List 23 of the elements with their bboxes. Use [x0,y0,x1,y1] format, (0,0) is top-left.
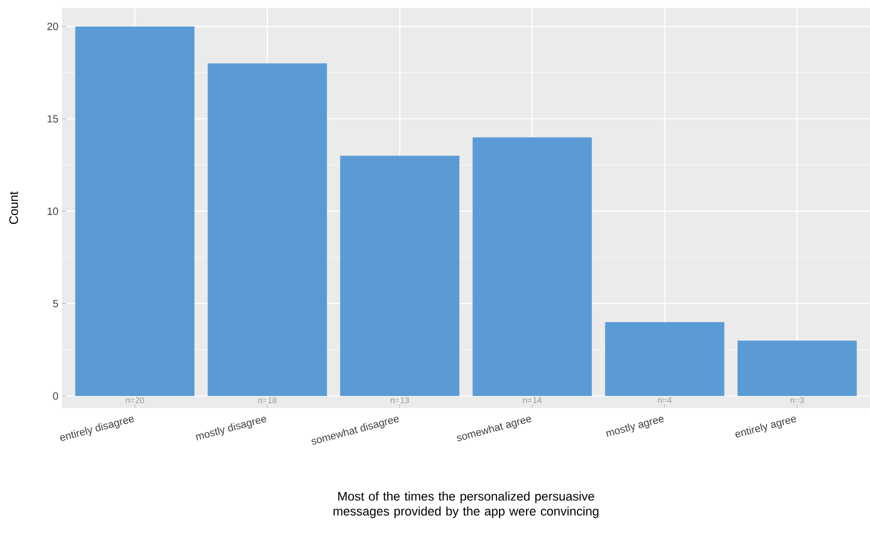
data-label: n=3 [790,397,804,404]
x-tick-label: entirely disagree [60,416,134,441]
bar [605,322,724,396]
y-tick-label: 0 [53,392,58,400]
y-tick-label: 15 [48,115,58,123]
data-label: n=4 [658,397,672,404]
y-tick-label: 5 [53,300,58,308]
bar [738,340,857,396]
data-label: n=13 [390,397,409,404]
y-tick-label: 10 [48,208,58,215]
x-tick-label: mostly disagree [196,416,266,440]
data-label: n=18 [258,397,276,404]
data-label: n=14 [523,397,542,404]
bar [208,63,327,396]
data-label: n=20 [126,397,144,404]
bar [75,26,194,396]
x-tick-label: entirely agree [735,416,796,438]
y-axis-title: Count [9,191,18,224]
bar [472,137,592,396]
bar [340,156,460,396]
x-axis-title: Most of the times the personalized persuasive messages provided by the app were convincing [334,492,598,518]
y-tick-label: 20 [47,22,58,30]
x-tick-label: mostly agree [606,416,664,437]
